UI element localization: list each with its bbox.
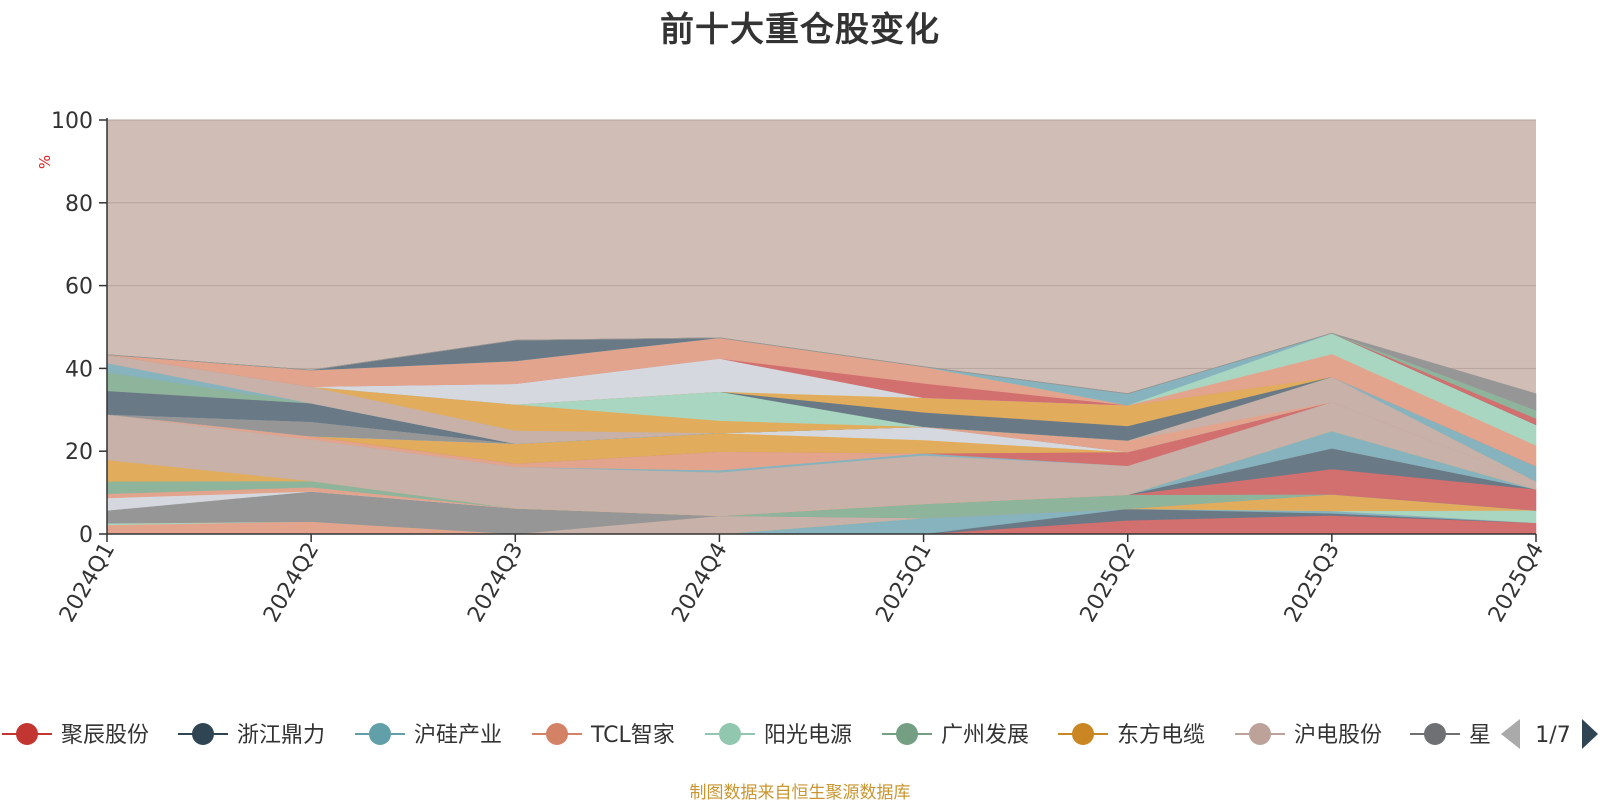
legend-marker-icon [1072,723,1094,745]
legend-item[interactable]: TCL智家 [532,723,675,748]
legend-marker-icon [369,723,391,745]
legend: 聚辰股份 浙江鼎力 沪硅产业 TCL智家 阳光电源 广州发展 东方电缆 沪电股份 星 1/7 [2,719,1598,749]
y-tick-label: 0 [79,523,93,548]
x-tick-label: 2024Q3 [463,539,528,627]
legend-label: 浙江鼎力 [237,723,325,748]
legend-item[interactable]: 星 [1410,723,1491,748]
y-tick-label: 60 [65,275,93,300]
legend-item[interactable]: 浙江鼎力 [178,723,325,748]
legend-next-page-icon[interactable] [1582,719,1598,749]
x-tick-label: 2025Q4 [1484,539,1549,627]
legend-item[interactable]: 阳光电源 [705,723,852,748]
legend-prev-page-icon[interactable] [1501,719,1520,749]
x-tick-label: 2024Q2 [259,539,324,627]
y-tick-label: 80 [65,192,93,217]
data-source-note: 制图数据来自恒生聚源数据库 [689,783,911,803]
legend-page-indicator: 1/7 [1535,723,1570,748]
y-tick-label: 100 [51,109,93,134]
legend-label: 聚辰股份 [61,723,149,748]
legend-marker-icon [1249,723,1271,745]
legend-item[interactable]: 东方电缆 [1058,723,1205,748]
y-axis-unit: % [36,155,54,169]
legend-marker-icon [16,723,38,745]
x-tick-label: 2025Q1 [871,539,936,627]
chart-title: 前十大重仓股变化 [660,10,940,50]
legend-item[interactable]: 沪电股份 [1235,723,1382,748]
x-tick-label: 2025Q3 [1280,539,1345,627]
legend-marker-icon [192,723,214,745]
legend-label: 东方电缆 [1117,723,1205,748]
area-series-A36 [106,332,1537,411]
legend-label: 沪硅产业 [414,723,502,748]
x-tick-label: 2025Q2 [1076,539,1141,627]
x-tick-label: 2024Q1 [55,539,120,627]
legend-label: 广州发展 [941,723,1029,748]
y-tick-label: 40 [65,357,93,382]
legend-item[interactable]: 广州发展 [882,723,1029,748]
legend-label: 阳光电源 [764,723,852,748]
legend-marker-icon [719,723,741,745]
legend-label: 星 [1469,723,1491,748]
legend-item[interactable]: 沪硅产业 [355,723,502,748]
legend-marker-icon [1424,723,1446,745]
legend-item[interactable]: 聚辰股份 [2,723,149,748]
legend-label: 沪电股份 [1294,723,1382,748]
plot-area [106,119,1537,535]
legend-marker-icon [896,723,918,745]
legend-marker-icon [546,723,568,745]
y-tick-label: 20 [65,440,93,465]
x-tick-label: 2024Q4 [667,539,732,627]
legend-label: TCL智家 [590,723,675,748]
